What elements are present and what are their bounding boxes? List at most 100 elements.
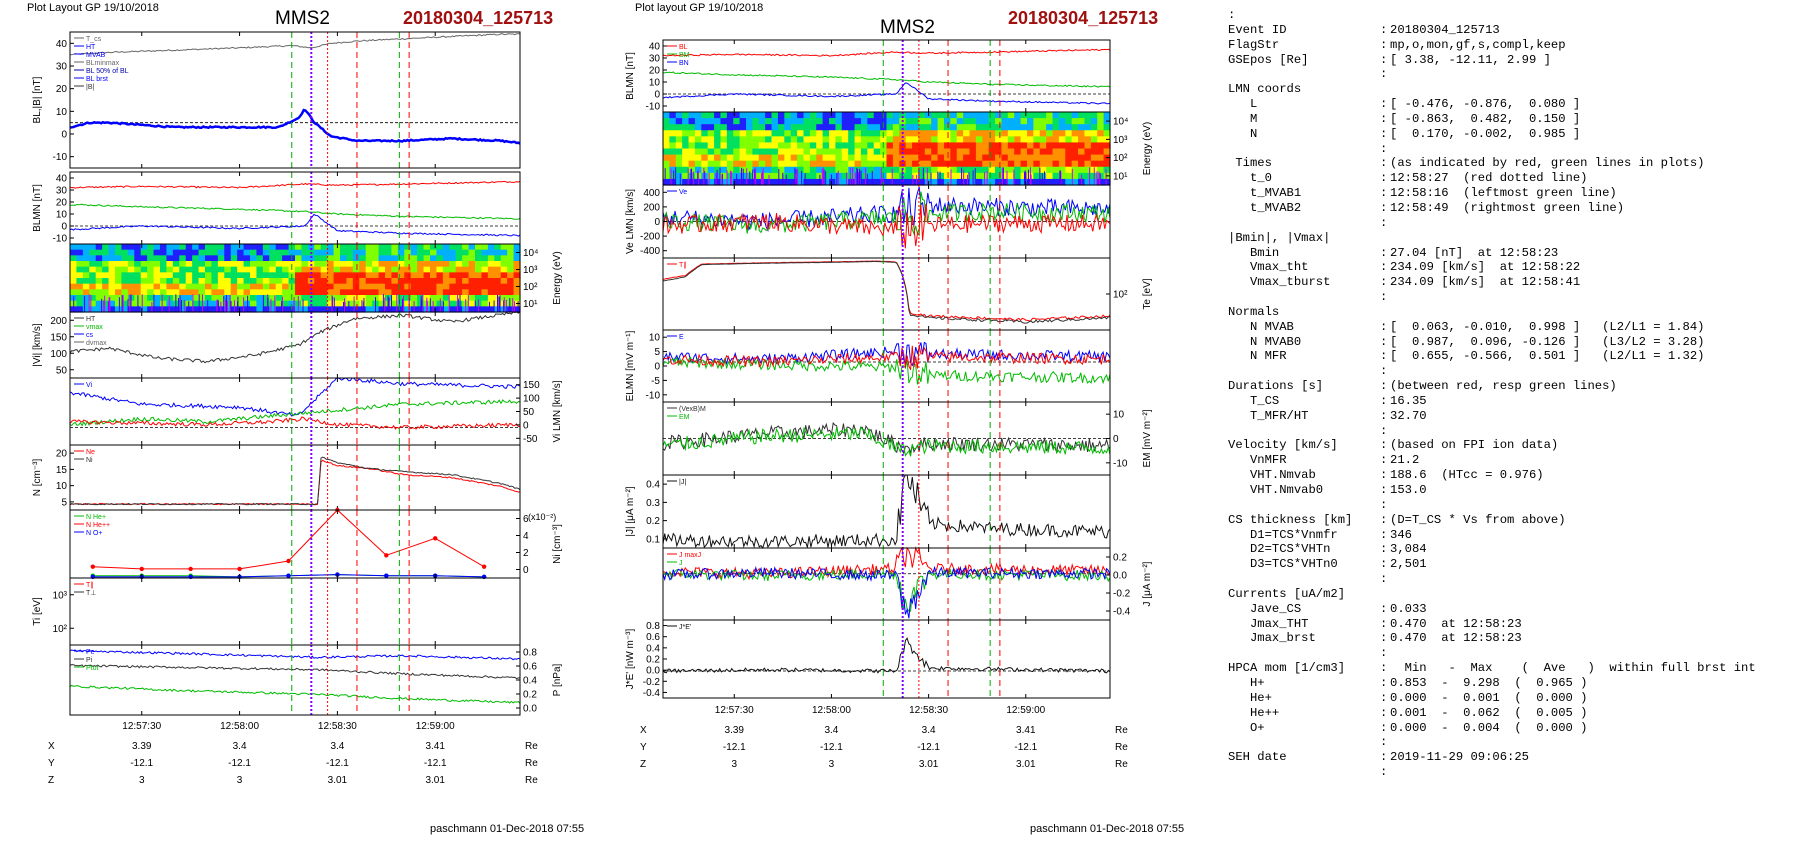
heatmap-cell (956, 136, 964, 144)
heatmap-cell (462, 295, 470, 302)
heatmap-cell (115, 278, 123, 285)
heatmap-cell (295, 255, 303, 262)
heatmap-cell (1001, 178, 1009, 186)
heatmap-cell (943, 148, 951, 156)
heatmap-cell (320, 300, 328, 307)
heatmap-cell (230, 261, 238, 268)
heatmap-cell (417, 255, 425, 262)
data-point (286, 558, 291, 564)
heatmap-cell (282, 272, 290, 279)
heatmap-cell (963, 142, 971, 150)
y-tick-label: 0 (654, 217, 660, 228)
heatmap-cell (295, 272, 303, 279)
heatmap-cell (1078, 142, 1086, 150)
info-row: : (1228, 765, 1756, 780)
heatmap-cell (688, 148, 696, 156)
heatmap-cell (982, 148, 990, 156)
heatmap-cell (243, 244, 251, 251)
heatmap-cell (230, 278, 238, 285)
heatmap-cell (918, 166, 926, 174)
heatmap-cell (95, 249, 103, 256)
heatmap-cell (739, 124, 747, 131)
heatmap-cell (790, 142, 798, 150)
heatmap-cell (89, 272, 97, 279)
heatmap-cell (943, 160, 951, 168)
heatmap-cell (121, 249, 129, 256)
heatmap-cell (166, 300, 174, 307)
heatmap-cell (140, 261, 148, 268)
heatmap-cell (854, 112, 862, 119)
heatmap-cell (956, 148, 964, 156)
heatmap-cell (359, 289, 367, 296)
heatmap-cell (327, 261, 335, 268)
heatmap-cell (867, 172, 875, 180)
heatmap-cell (931, 130, 939, 137)
time-tick-label: 12:58:00 (220, 721, 259, 732)
heatmap-cell (301, 272, 309, 279)
heatmap-cell (82, 266, 90, 273)
heatmap-cell (365, 283, 373, 290)
heatmap-cell (1001, 166, 1009, 174)
heatmap-cell (211, 244, 219, 251)
heatmap-cell (397, 266, 405, 273)
heatmap-cell (147, 244, 155, 251)
heatmap-cell (1103, 160, 1111, 168)
heatmap-cell (250, 300, 258, 307)
heatmap-cell (1103, 178, 1111, 186)
y-tick-label: 50 (523, 407, 535, 418)
heatmap-cell (1001, 148, 1009, 156)
heatmap-cell (320, 272, 328, 279)
heatmap-cell (166, 283, 174, 290)
heatmap-cell (243, 249, 251, 256)
heatmap-cell (352, 283, 360, 290)
heatmap-cell (410, 261, 418, 268)
heatmap-cell (720, 118, 728, 125)
heatmap-cell (82, 261, 90, 268)
right-event-id: 20180304_125713 (1008, 8, 1159, 28)
heatmap-cell (307, 244, 315, 251)
y-tick-label: 0.8 (646, 621, 660, 632)
heatmap-cell (82, 300, 90, 307)
heatmap-cell (1090, 130, 1098, 137)
y-tick-label: 10¹ (1113, 171, 1128, 182)
heatmap-cell (714, 130, 722, 137)
y-axis-label: Vi LMN [km/s] (552, 380, 563, 442)
heatmap-cell (404, 261, 412, 268)
heatmap-cell (185, 244, 193, 251)
heatmap-cell (127, 244, 135, 251)
heatmap-cell (378, 266, 386, 273)
heatmap-cell (931, 142, 939, 150)
orbit-value: -12.1 (228, 758, 251, 769)
heatmap-cell (1007, 154, 1015, 162)
orbit-row-label: X (640, 725, 647, 736)
heatmap-cell (70, 261, 78, 268)
heatmap-cell (995, 130, 1003, 137)
heatmap-cell (192, 306, 200, 313)
heatmap-cell (694, 154, 702, 162)
heatmap-cell (462, 255, 470, 262)
heatmap-cell (1020, 124, 1028, 131)
heatmap-cell (487, 249, 495, 256)
heatmap-cell (256, 295, 264, 302)
heatmap-cell (1033, 130, 1041, 137)
heatmap-cell (256, 244, 264, 251)
y-tick-label: -0.4 (1113, 607, 1131, 618)
y-tick-label: 0.4 (523, 676, 537, 687)
heatmap-cell (860, 118, 868, 125)
heatmap-cell (905, 172, 913, 180)
y-tick-label: -5 (651, 376, 660, 387)
heatmap-cell (701, 142, 709, 150)
heatmap-cell (198, 261, 206, 268)
heatmap-cell (765, 148, 773, 156)
heatmap-cell (89, 255, 97, 262)
heatmap-cell (172, 261, 180, 268)
heatmap-cell (70, 244, 78, 251)
y-tick-label: 15 (56, 465, 68, 476)
heatmap-cell (950, 142, 958, 150)
heatmap-cell (1033, 154, 1041, 162)
series-pi-line (69, 664, 521, 680)
heatmap-cell (848, 178, 856, 186)
heatmap-cell (108, 300, 116, 307)
heatmap-cell (707, 124, 715, 131)
heatmap-cell (714, 124, 722, 131)
